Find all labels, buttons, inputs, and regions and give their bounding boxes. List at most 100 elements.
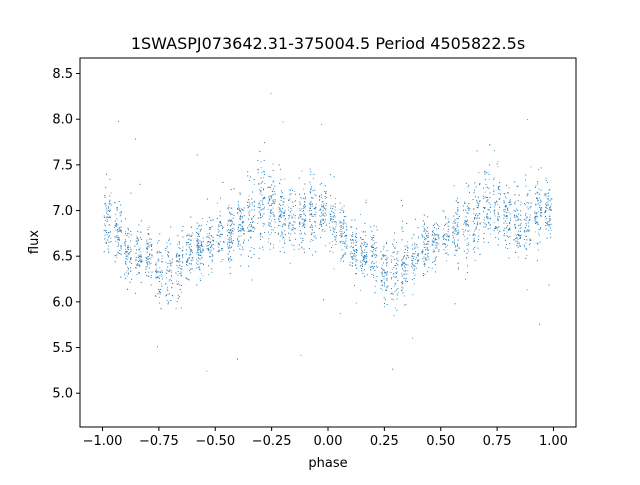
data-point: [351, 235, 352, 237]
data-point: [523, 244, 525, 246]
data-point: [319, 184, 321, 185]
data-point: [125, 251, 126, 252]
data-point: [282, 237, 284, 239]
data-point: [104, 217, 106, 218]
data-point: [303, 205, 305, 207]
data-point: [536, 213, 537, 215]
data-point: [523, 246, 525, 248]
data-point: [514, 203, 516, 205]
data-point: [303, 248, 305, 250]
data-point: [538, 228, 540, 230]
data-point: [320, 236, 321, 238]
data-point: [536, 222, 538, 224]
data-point: [257, 159, 259, 161]
data-point: [329, 242, 331, 244]
data-point: [190, 254, 192, 255]
data-point: [223, 241, 225, 242]
data-point: [526, 206, 528, 208]
data-point: [455, 228, 457, 229]
data-point: [457, 268, 459, 270]
data-point: [325, 192, 327, 194]
data-point: [483, 219, 485, 221]
data-point: [148, 267, 150, 269]
data-point: [527, 230, 529, 232]
data-point: [330, 219, 332, 221]
data-point: [322, 210, 324, 212]
data-point: [407, 247, 409, 249]
data-point: [332, 216, 334, 218]
data-point: [339, 222, 341, 224]
data-point: [436, 247, 438, 249]
data-point: [241, 221, 243, 223]
data-point: [282, 204, 284, 206]
data-point: [169, 278, 171, 280]
data-point: [140, 256, 142, 258]
data-point: [330, 220, 331, 222]
data-point: [466, 223, 468, 225]
data-point: [249, 205, 251, 207]
data-point: [295, 200, 296, 202]
data-point: [242, 226, 244, 228]
data-point: [505, 235, 507, 237]
data-point: [519, 227, 521, 229]
data-point: [432, 231, 434, 233]
data-point: [179, 255, 181, 257]
data-point: [202, 263, 204, 264]
data-point: [146, 239, 148, 241]
data-point: [315, 214, 317, 215]
data-point: [228, 219, 230, 221]
data-point: [288, 209, 290, 211]
data-point: [504, 233, 505, 235]
data-point: [228, 232, 230, 234]
data-point: [208, 247, 210, 249]
data-point: [382, 254, 384, 256]
data-point: [240, 215, 241, 217]
data-point: [212, 239, 214, 241]
data-point: [524, 230, 525, 232]
data-point: [311, 225, 313, 227]
data-point: [549, 199, 551, 201]
data-point: [136, 243, 138, 245]
data-point: [282, 121, 284, 123]
data-point: [487, 217, 489, 219]
data-point: [117, 242, 119, 244]
data-point: [130, 267, 132, 269]
data-point: [209, 252, 211, 254]
data-point: [324, 230, 326, 232]
data-point: [373, 237, 374, 238]
data-point: [176, 254, 178, 256]
data-point: [323, 203, 325, 205]
data-point: [304, 223, 306, 225]
data-point: [516, 236, 518, 238]
data-point: [271, 213, 273, 215]
data-point: [170, 265, 172, 267]
data-point: [526, 239, 528, 241]
data-point: [106, 219, 108, 221]
data-point: [231, 230, 233, 232]
data-point: [434, 247, 436, 249]
data-point: [529, 214, 531, 216]
data-point: [227, 257, 229, 259]
data-point: [545, 207, 547, 209]
data-point: [506, 217, 508, 219]
data-point: [196, 259, 198, 261]
data-point: [116, 218, 118, 220]
data-point: [478, 235, 480, 237]
data-point: [202, 275, 204, 277]
data-point: [145, 268, 147, 270]
data-point: [402, 282, 404, 284]
data-point: [107, 232, 109, 234]
data-point: [198, 233, 200, 235]
data-point: [519, 244, 521, 246]
data-point: [435, 234, 437, 236]
data-point: [247, 201, 249, 203]
data-point: [105, 204, 107, 206]
data-point: [254, 209, 255, 211]
data-point: [251, 204, 253, 206]
data-point: [156, 346, 158, 348]
data-point: [238, 241, 240, 243]
data-point: [452, 232, 454, 234]
data-point: [180, 307, 182, 309]
data-point: [374, 254, 376, 256]
data-point: [363, 256, 365, 258]
